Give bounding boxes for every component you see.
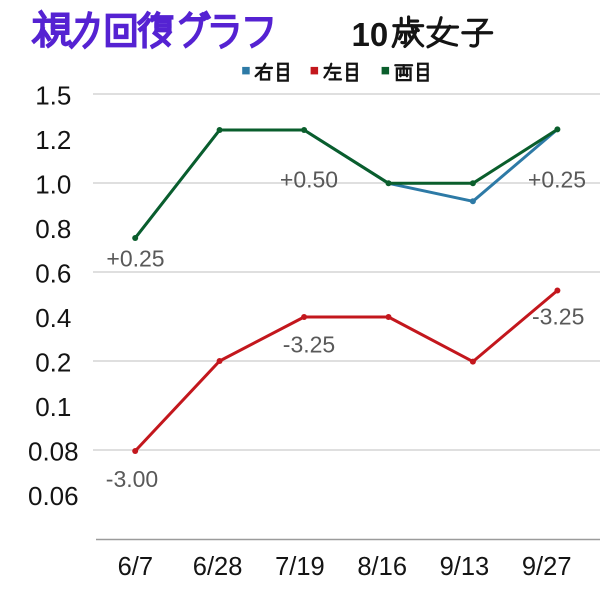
- svg-text:6/28: 6/28: [193, 553, 243, 581]
- svg-text:-3.25: -3.25: [532, 304, 584, 330]
- svg-text:0.08: 0.08: [28, 436, 79, 466]
- svg-text:0.2: 0.2: [35, 347, 71, 377]
- svg-text:1.2: 1.2: [35, 125, 71, 155]
- svg-text:0.06: 0.06: [28, 481, 79, 511]
- svg-text:10: 10: [352, 16, 389, 53]
- svg-text:0.4: 0.4: [35, 303, 71, 333]
- svg-text:-3.25: -3.25: [283, 331, 335, 357]
- svg-text:-3.00: -3.00: [106, 466, 158, 492]
- svg-text:8/16: 8/16: [357, 553, 407, 581]
- svg-text:7/19: 7/19: [275, 553, 325, 581]
- svg-text:9/27: 9/27: [522, 553, 572, 581]
- svg-text:0.8: 0.8: [35, 214, 71, 244]
- svg-text:+0.25: +0.25: [528, 166, 586, 192]
- svg-text:+0.50: +0.50: [280, 166, 338, 192]
- svg-text:1.5: 1.5: [35, 80, 71, 110]
- svg-text:0.6: 0.6: [35, 258, 71, 288]
- svg-text:0.1: 0.1: [35, 392, 71, 422]
- svg-text:9/13: 9/13: [440, 553, 490, 581]
- svg-text:1.0: 1.0: [35, 169, 71, 199]
- svg-text:6/7: 6/7: [118, 553, 153, 581]
- svg-text:+0.25: +0.25: [106, 245, 164, 271]
